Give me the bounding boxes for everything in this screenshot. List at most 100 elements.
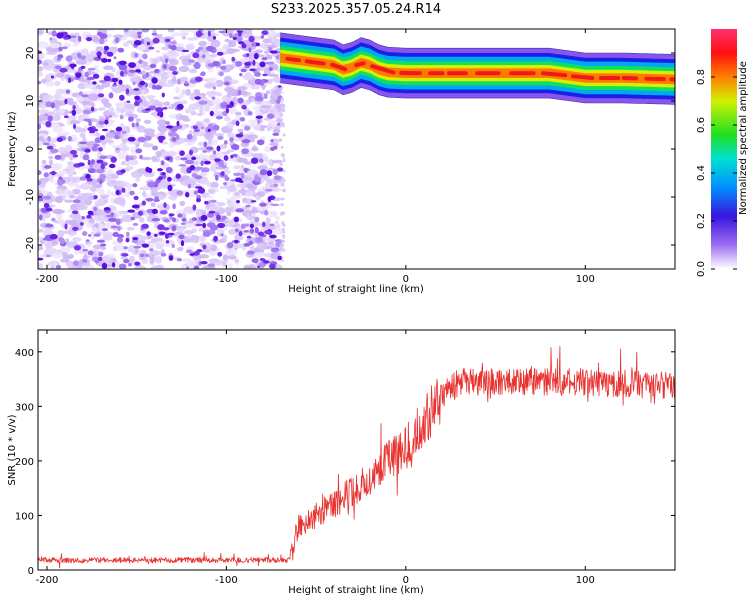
noise-blob-pale [135, 176, 141, 183]
noise-blob-strong [167, 184, 173, 192]
noise-blob-strong [77, 162, 85, 167]
noise-blob-pale [249, 245, 255, 250]
noise-blob-pale [163, 162, 169, 169]
noise-blob-pale [154, 256, 163, 264]
x-tick-label: 100 [576, 274, 595, 285]
noise-blob [130, 217, 135, 221]
noise-blob [115, 218, 121, 226]
noise-blob-pale [66, 190, 74, 195]
noise-blob-strong [194, 76, 203, 82]
noise-blob-pale [127, 247, 134, 253]
noise-blob-pale [276, 39, 282, 46]
noise-blob-pale [80, 48, 89, 55]
noise-blob [93, 143, 100, 147]
noise-blob-pale [58, 96, 66, 101]
noise-blob-strong [141, 223, 149, 229]
noise-blob-pale [48, 159, 53, 166]
noise-blob-pale [135, 118, 141, 122]
noise-blob-strong [267, 196, 272, 202]
noise-blob-edge [282, 159, 286, 162]
noise-blob-pale [52, 108, 61, 115]
noise-blob [254, 176, 262, 183]
noise-blob-strong [250, 200, 257, 203]
noise-blob-strong [97, 54, 101, 59]
noise-blob-strong [168, 255, 174, 261]
noise-blob-pale [111, 145, 124, 149]
noise-blob [99, 178, 103, 185]
noise-blob-pale [38, 140, 43, 147]
noise-blob-strong [96, 159, 104, 164]
noise-blob [49, 37, 53, 41]
noise-blob-pale [227, 186, 237, 193]
noise-blob-pale [72, 188, 81, 195]
noise-blob-strong [238, 231, 243, 237]
noise-blob-pale [226, 191, 231, 195]
bottom-x-ticks: -200 -100 0 100 [36, 330, 595, 586]
noise-blob-pale [262, 38, 273, 44]
noise-blob [249, 228, 254, 234]
noise-blob [241, 139, 251, 144]
noise-blob-pale [181, 89, 187, 95]
noise-blob [229, 33, 233, 39]
noise-blob-pale [159, 131, 165, 136]
noise-blob [187, 183, 192, 189]
noise-blob [47, 115, 53, 122]
noise-blob-pale [228, 263, 233, 269]
noise-blob-pale [247, 265, 255, 269]
noise-blob-edge [281, 118, 284, 121]
noise-blob-pale [230, 195, 238, 203]
noise-blob-strong [86, 178, 93, 182]
noise-blob-pale [208, 154, 216, 161]
noise-blob-strong [103, 75, 111, 82]
noise-blob-pale [257, 165, 268, 170]
noise-blob-pale [267, 119, 277, 128]
noise-blob-strong [97, 93, 105, 98]
noise-blob-pale [103, 102, 112, 108]
noise-blob [201, 54, 206, 59]
noise-blob [151, 32, 158, 36]
noise-blob-strong [208, 210, 216, 214]
noise-blob-pale [272, 227, 284, 235]
noise-blob-pale [127, 72, 135, 77]
noise-blob-pale [38, 228, 44, 233]
noise-blob-strong [59, 67, 68, 73]
noise-blob [65, 55, 73, 62]
noise-blob [269, 223, 275, 227]
noise-blob-pale [211, 98, 222, 106]
noise-blob-strong [248, 35, 255, 43]
noise-blob [239, 72, 243, 77]
noise-blob [136, 31, 142, 35]
noise-blob [218, 71, 224, 77]
noise-blob-pale [185, 43, 195, 51]
noise-blob [178, 164, 187, 167]
noise-blob [102, 228, 108, 232]
noise-blob-pale [43, 248, 55, 256]
noise-blob-strong [245, 53, 250, 57]
noise-blob-strong [161, 92, 165, 98]
noise-blob-strong [209, 110, 214, 117]
noise-blob-strong [145, 108, 151, 111]
noise-blob-pale [106, 253, 116, 258]
noise-blob-strong [115, 126, 123, 132]
noise-blob-pale [242, 73, 255, 81]
noise-blob [163, 218, 170, 223]
noise-blob-pale [60, 258, 70, 263]
noise-blob-pale [129, 159, 139, 166]
noise-blob-pale [250, 213, 256, 217]
noise-blob-pale [132, 127, 137, 131]
noise-blob-pale [159, 179, 171, 188]
noise-blob-pale [198, 254, 210, 259]
noise-blob-pale [163, 83, 175, 88]
noise-blob-strong [196, 198, 201, 203]
noise-blob-strong [85, 173, 91, 179]
noise-blob [162, 64, 167, 70]
noise-blob-strong [118, 60, 127, 66]
noise-blob-pale [204, 132, 214, 140]
noise-blob-pale [82, 165, 90, 169]
noise-blob [180, 222, 186, 225]
noise-blob-edge [280, 160, 283, 163]
track-outline-lower [280, 82, 675, 105]
noise-blob-pale [42, 62, 49, 66]
noise-blob-strong [113, 82, 117, 86]
noise-blob-pale [156, 119, 167, 126]
